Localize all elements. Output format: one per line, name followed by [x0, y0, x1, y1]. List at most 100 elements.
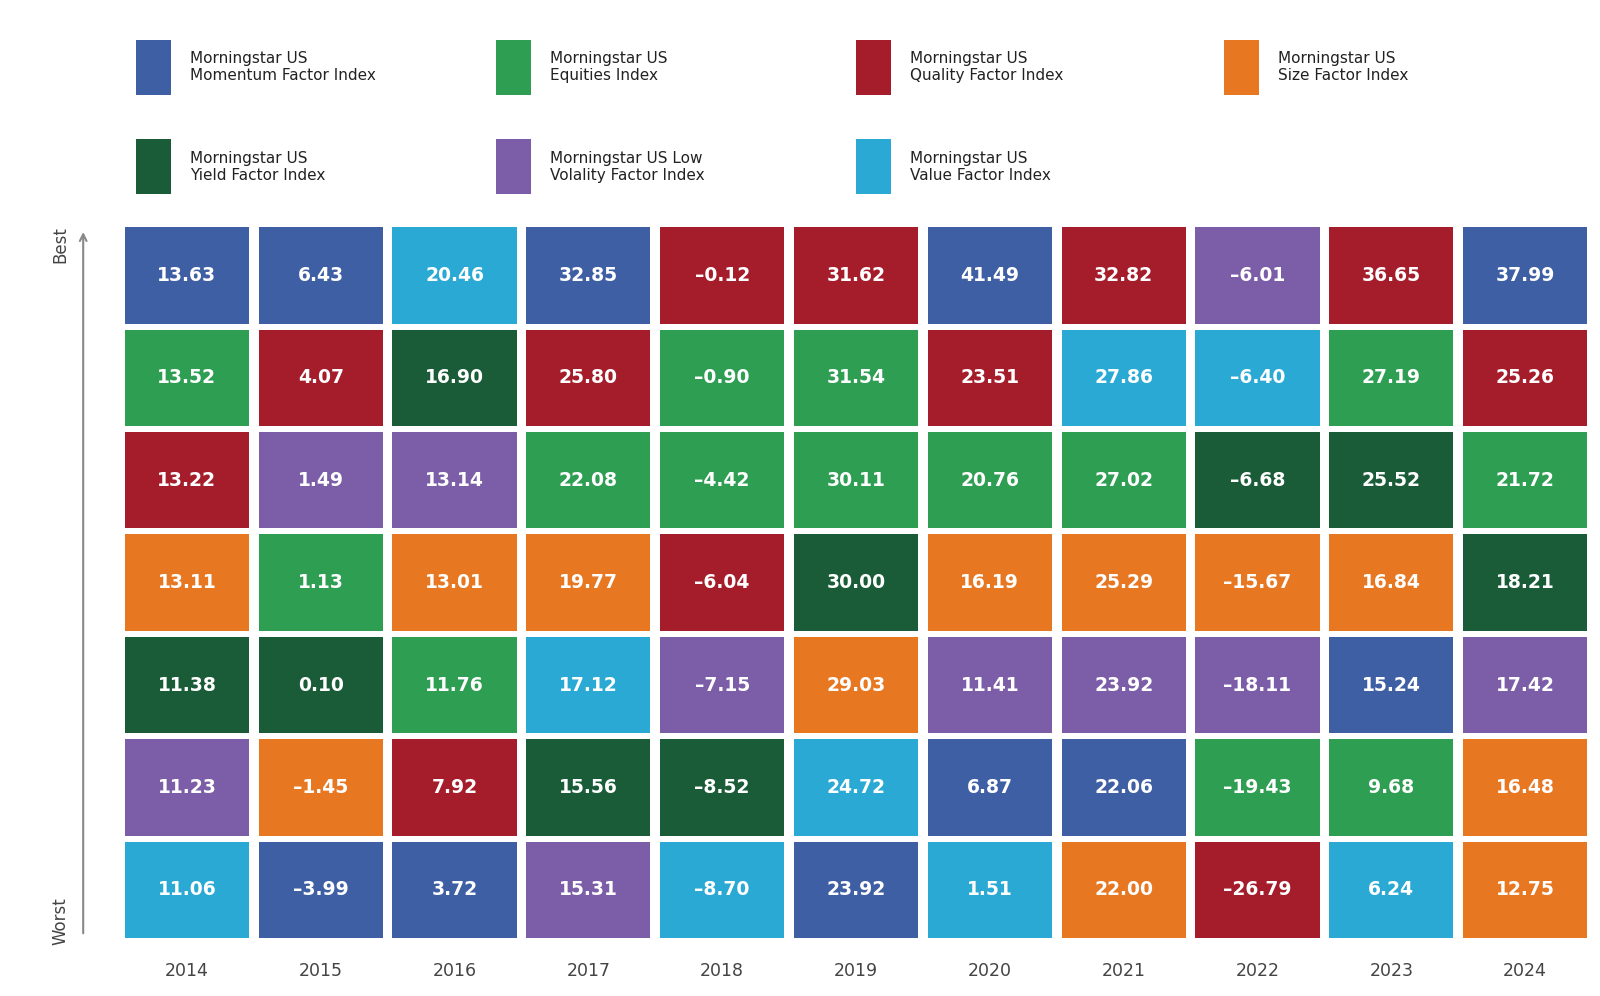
Text: 11.23: 11.23 [157, 778, 216, 797]
Text: –7.15: –7.15 [694, 675, 750, 694]
FancyBboxPatch shape [526, 842, 651, 938]
Text: 31.62: 31.62 [827, 266, 885, 285]
FancyBboxPatch shape [1330, 636, 1453, 733]
Text: –8.70: –8.70 [694, 880, 750, 899]
FancyBboxPatch shape [125, 227, 250, 324]
Text: 20.76: 20.76 [960, 471, 1019, 490]
FancyBboxPatch shape [928, 227, 1051, 324]
FancyBboxPatch shape [1330, 330, 1453, 426]
FancyBboxPatch shape [928, 842, 1051, 938]
Text: 6.43: 6.43 [298, 266, 344, 285]
FancyBboxPatch shape [392, 842, 517, 938]
Text: 11.76: 11.76 [426, 675, 483, 694]
Text: 13.63: 13.63 [157, 266, 216, 285]
Text: 1.13: 1.13 [298, 573, 344, 593]
FancyBboxPatch shape [1330, 535, 1453, 630]
FancyBboxPatch shape [392, 432, 517, 529]
Text: 19.77: 19.77 [558, 573, 618, 593]
FancyBboxPatch shape [1195, 432, 1320, 529]
Text: 2018: 2018 [701, 962, 744, 980]
Text: 2023: 2023 [1370, 962, 1413, 980]
Text: Morningstar US
Size Factor Index: Morningstar US Size Factor Index [1278, 51, 1408, 84]
Text: –26.79: –26.79 [1224, 880, 1291, 899]
Text: 2021: 2021 [1102, 962, 1146, 980]
FancyBboxPatch shape [1462, 227, 1587, 324]
Text: 1.49: 1.49 [298, 471, 344, 490]
Text: Morningstar US
Quality Factor Index: Morningstar US Quality Factor Index [910, 51, 1064, 84]
Text: 27.19: 27.19 [1362, 369, 1421, 387]
FancyBboxPatch shape [259, 535, 382, 630]
FancyBboxPatch shape [1462, 330, 1587, 426]
FancyBboxPatch shape [1061, 330, 1186, 426]
Text: 17.42: 17.42 [1496, 675, 1555, 694]
Text: Morningstar US
Value Factor Index: Morningstar US Value Factor Index [910, 150, 1051, 183]
Text: 29.03: 29.03 [826, 675, 886, 694]
Text: –0.90: –0.90 [694, 369, 750, 387]
FancyBboxPatch shape [392, 739, 517, 836]
Text: 32.82: 32.82 [1094, 266, 1154, 285]
Text: 1.51: 1.51 [966, 880, 1013, 899]
Text: 18.21: 18.21 [1496, 573, 1555, 593]
Text: –0.12: –0.12 [694, 266, 750, 285]
FancyBboxPatch shape [794, 227, 918, 324]
FancyBboxPatch shape [1330, 227, 1453, 324]
FancyBboxPatch shape [661, 432, 784, 529]
Text: 13.11: 13.11 [157, 573, 216, 593]
Text: –15.67: –15.67 [1224, 573, 1291, 593]
Text: –6.68: –6.68 [1230, 471, 1285, 490]
Text: Morningstar US Low
Volality Factor Index: Morningstar US Low Volality Factor Index [550, 150, 706, 183]
FancyBboxPatch shape [1462, 636, 1587, 733]
FancyBboxPatch shape [1224, 40, 1259, 95]
FancyBboxPatch shape [125, 842, 250, 938]
Text: 13.01: 13.01 [426, 573, 483, 593]
Text: Morningstar US
Yield Factor Index: Morningstar US Yield Factor Index [190, 150, 326, 183]
Text: –19.43: –19.43 [1224, 778, 1291, 797]
Text: 13.52: 13.52 [157, 369, 216, 387]
FancyBboxPatch shape [1195, 535, 1320, 630]
Text: –3.99: –3.99 [293, 880, 349, 899]
FancyBboxPatch shape [1330, 432, 1453, 529]
Text: 22.06: 22.06 [1094, 778, 1154, 797]
Text: 22.00: 22.00 [1094, 880, 1154, 899]
FancyBboxPatch shape [259, 432, 382, 529]
Text: –6.40: –6.40 [1230, 369, 1285, 387]
FancyBboxPatch shape [1061, 636, 1186, 733]
FancyBboxPatch shape [928, 432, 1051, 529]
FancyBboxPatch shape [661, 842, 784, 938]
FancyBboxPatch shape [1061, 227, 1186, 324]
Text: 23.92: 23.92 [826, 880, 886, 899]
Text: 2016: 2016 [432, 962, 477, 980]
Text: Worst: Worst [51, 896, 70, 944]
FancyBboxPatch shape [1061, 535, 1186, 630]
FancyBboxPatch shape [136, 139, 171, 194]
FancyBboxPatch shape [136, 40, 171, 95]
Text: 2022: 2022 [1235, 962, 1280, 980]
FancyBboxPatch shape [1195, 636, 1320, 733]
FancyBboxPatch shape [1462, 432, 1587, 529]
Text: –4.42: –4.42 [694, 471, 750, 490]
FancyBboxPatch shape [526, 432, 651, 529]
FancyBboxPatch shape [125, 330, 250, 426]
FancyBboxPatch shape [526, 535, 651, 630]
Text: 16.84: 16.84 [1362, 573, 1421, 593]
Text: 21.72: 21.72 [1496, 471, 1555, 490]
Text: 32.85: 32.85 [558, 266, 618, 285]
Text: 11.06: 11.06 [157, 880, 216, 899]
FancyBboxPatch shape [125, 535, 250, 630]
FancyBboxPatch shape [1061, 842, 1186, 938]
FancyBboxPatch shape [392, 636, 517, 733]
Text: 15.24: 15.24 [1362, 675, 1421, 694]
FancyBboxPatch shape [856, 139, 891, 194]
Text: 30.00: 30.00 [827, 573, 885, 593]
FancyBboxPatch shape [1330, 739, 1453, 836]
FancyBboxPatch shape [928, 739, 1051, 836]
FancyBboxPatch shape [928, 330, 1051, 426]
Text: 17.12: 17.12 [558, 675, 618, 694]
FancyBboxPatch shape [125, 636, 250, 733]
FancyBboxPatch shape [125, 432, 250, 529]
Text: 23.92: 23.92 [1094, 675, 1154, 694]
FancyBboxPatch shape [1462, 842, 1587, 938]
Text: Best: Best [51, 226, 70, 263]
Text: Morningstar US
Momentum Factor Index: Morningstar US Momentum Factor Index [190, 51, 376, 84]
Text: 15.56: 15.56 [558, 778, 618, 797]
